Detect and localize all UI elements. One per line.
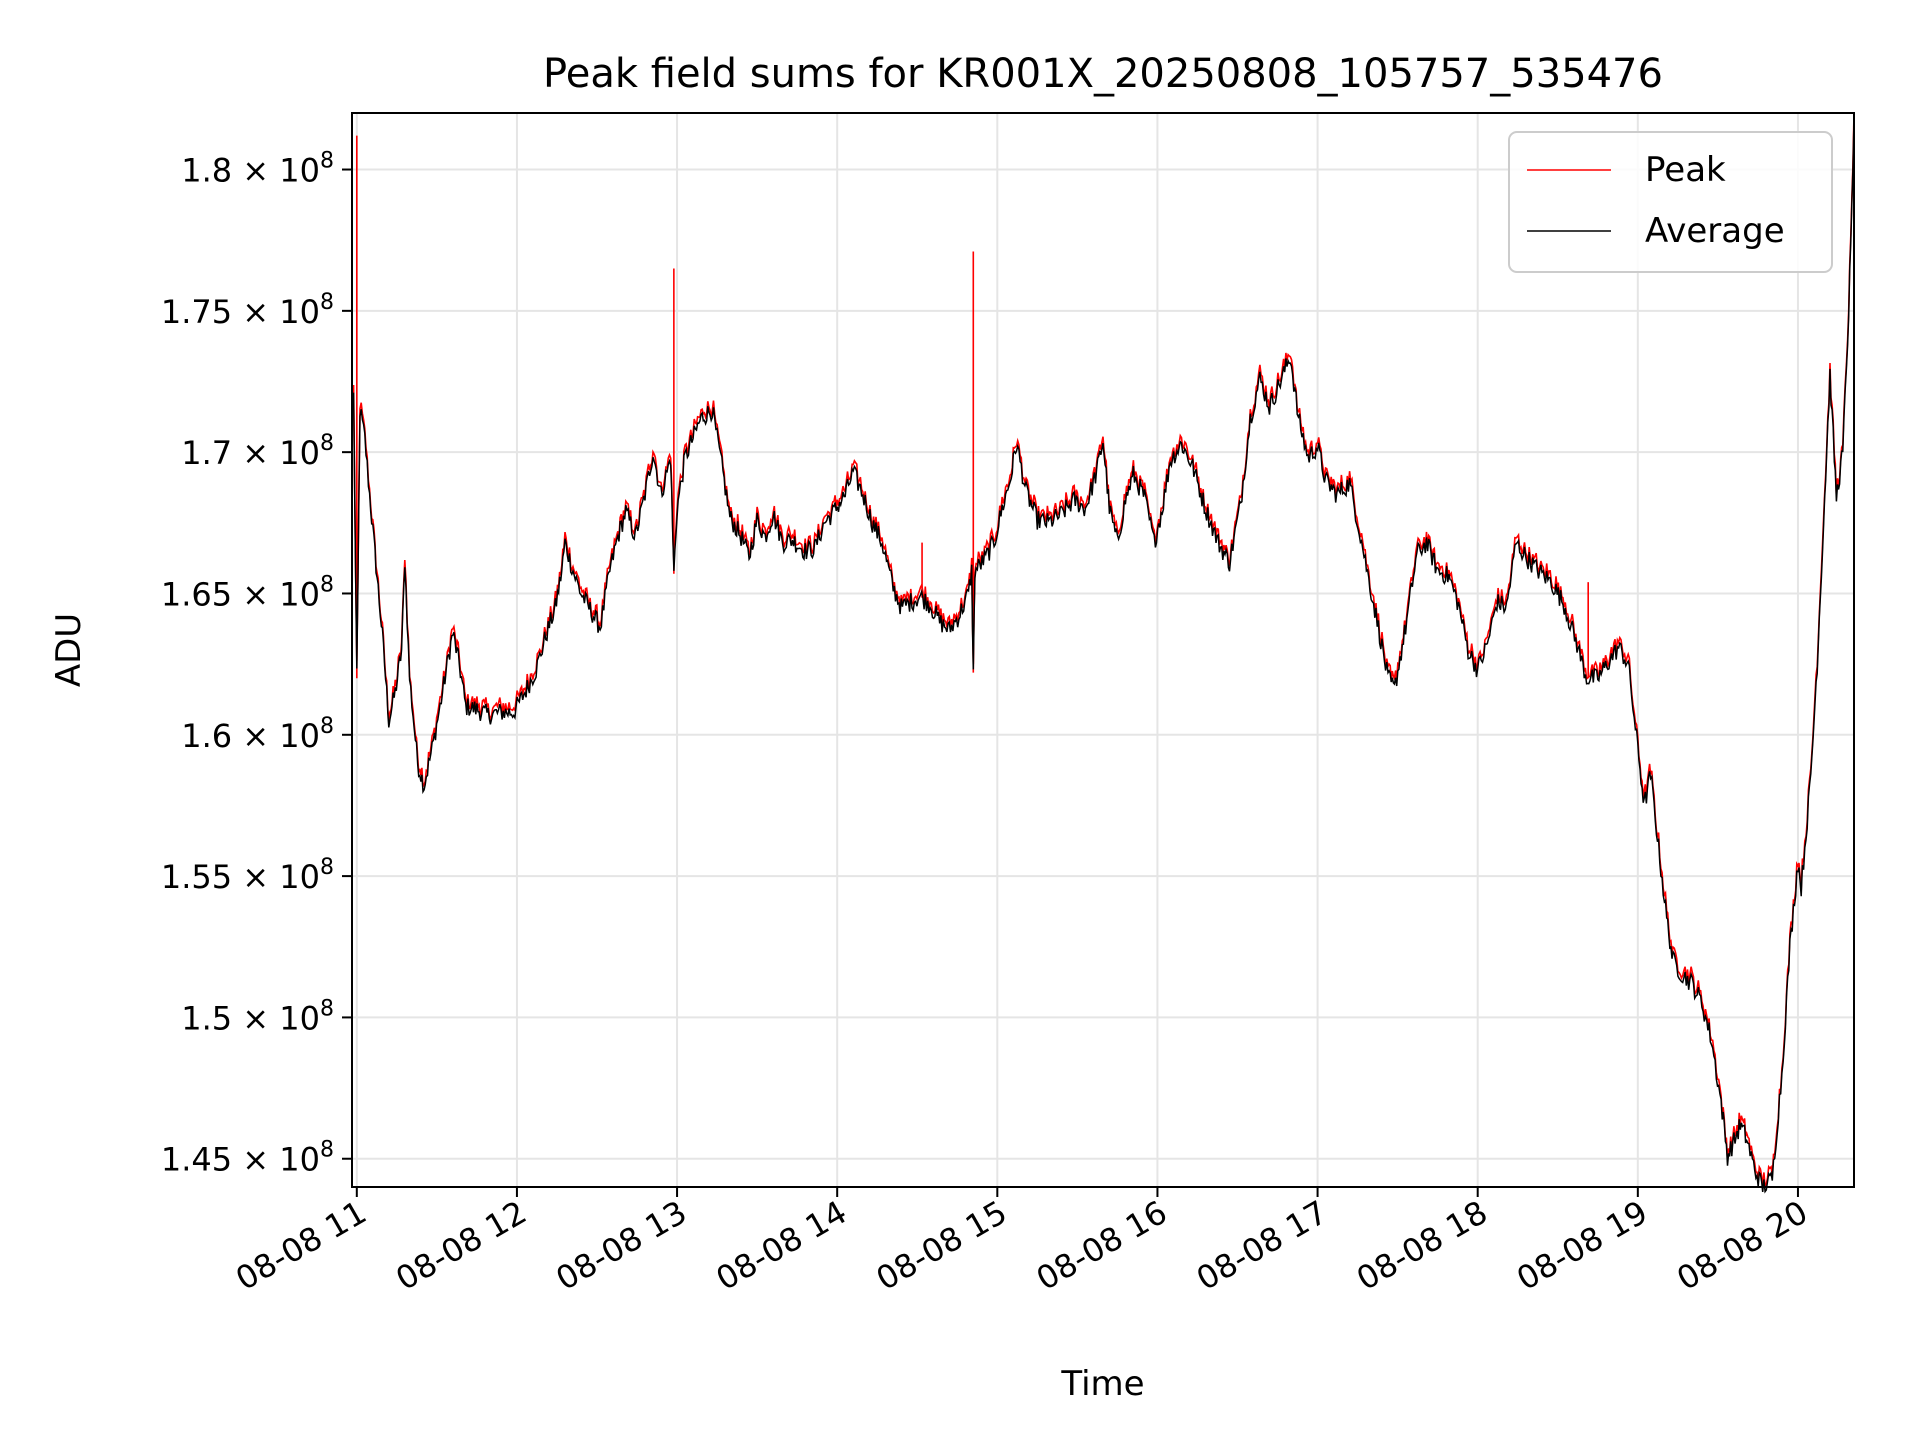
y-tick-label: 1.5 × 108 — [181, 996, 334, 1037]
y-axis-title: ADU — [49, 613, 89, 687]
y-tick-label: 1.7 × 108 — [181, 431, 334, 472]
chart-title: Peak field sums for KR001X_20250808_1057… — [543, 51, 1663, 97]
y-tick-label: 1.75 × 108 — [161, 290, 334, 331]
y-tick-label: 1.65 × 108 — [161, 572, 334, 613]
y-tick-label: 1.8 × 108 — [181, 149, 334, 190]
axes-frame — [351, 112, 1855, 1188]
y-tick-label: 1.6 × 108 — [181, 714, 334, 755]
y-tick-label: 1.45 × 108 — [161, 1138, 334, 1179]
average-series-line — [352, 118, 1855, 1194]
legend-peak-label: Peak — [1645, 150, 1726, 190]
legend: Peak Average — [1508, 131, 1833, 273]
legend-average-label: Average — [1645, 211, 1785, 251]
x-axis-title: Time — [1060, 1364, 1144, 1404]
plot-series — [352, 112, 1855, 1194]
y-tick-label: 1.55 × 108 — [161, 855, 334, 896]
legend-box — [1508, 131, 1833, 273]
